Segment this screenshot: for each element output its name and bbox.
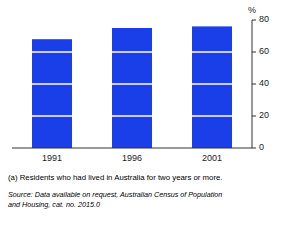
footnote: and Housing, cat. no. 2015.0: [8, 200, 100, 209]
x-axis-line: [12, 148, 252, 149]
bar-separator: [192, 115, 232, 117]
bar-separator: [32, 83, 72, 85]
footnote: (a) Residents who had lived in Australia…: [8, 173, 223, 182]
bar-separator: [192, 51, 232, 53]
bar-separator: [192, 83, 232, 85]
footnotes: (a) Residents who had lived in Australia…: [8, 173, 223, 209]
bar: [32, 39, 72, 148]
y-tick: [252, 84, 256, 85]
y-axis-label: %: [248, 5, 256, 15]
x-tick-label: 2001: [202, 153, 222, 163]
bar-separator: [32, 115, 72, 117]
bars: [32, 26, 232, 148]
y-tick: [252, 148, 256, 149]
y-tick-label: 20: [259, 110, 269, 120]
y-tick-label: 40: [259, 78, 269, 88]
chart: 0 20 40 60 80 1991 1996 2001% (a) Residents who …: [0, 0, 297, 225]
x-tick-label: 1996: [122, 153, 142, 163]
bar-separator: [112, 83, 152, 85]
bar-separator: [112, 51, 152, 53]
x-tick-label: 1991: [42, 153, 62, 163]
y-tick: [252, 52, 256, 53]
y-tick-label: 60: [259, 46, 269, 56]
bar-separator: [112, 115, 152, 117]
axes: 0 20 40 60 80 1991 1996 2001: [12, 14, 269, 163]
bar: [112, 28, 152, 148]
footnote: Source: Data available on request, Austr…: [8, 190, 222, 199]
y-tick-label: 0: [259, 142, 264, 152]
bar: [192, 26, 232, 148]
y-tick: [252, 116, 256, 117]
bar-separator: [32, 51, 72, 53]
y-tick-label: 80: [259, 14, 269, 24]
y-tick: [252, 20, 256, 21]
